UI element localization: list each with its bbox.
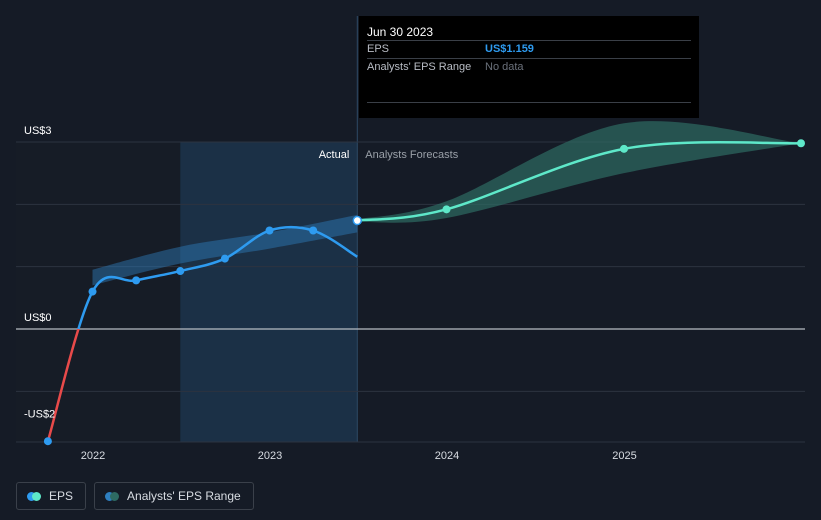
tooltip: Jun 30 2023 EPS US$1.159 Analysts' EPS R… [359,16,699,118]
legend-range-dot-actual [105,491,115,501]
y-tick-label: -US$2 [24,409,55,421]
legend-range-dot-forecast [110,491,120,501]
x-tick-label: 2022 [81,450,105,462]
tooltip-eps-value: US$1.159 [485,43,534,55]
eps-forecast-point [442,205,451,214]
actual-label: Actual [319,149,350,161]
legend-eps-swatch [27,491,41,501]
eps-forecast-point [797,139,805,148]
legend-eps-dot-actual [27,491,36,501]
actual-period-highlight [180,142,358,442]
tooltip-range-label: Analysts' EPS Range [367,61,472,73]
past-background [16,142,181,442]
legend-range-swatch [105,491,120,501]
eps-point [132,276,141,285]
x-tick-label: 2024 [435,450,459,462]
legend-range-label: Analysts' EPS Range [127,489,241,503]
tooltip-date: Jun 30 2023 [367,25,434,39]
current-eps-point [352,215,363,226]
x-tick-label: 2025 [612,450,636,462]
legend-eps[interactable]: EPS [16,482,87,510]
legend: EPS Analysts' EPS Range [16,482,254,510]
y-tick-label: US$3 [24,125,52,137]
legend-eps-dot-forecast [32,491,41,501]
eps-point [43,437,52,446]
eps-point [265,226,274,235]
legend-range[interactable]: Analysts' EPS Range [94,482,254,510]
eps-forecast-point [620,144,628,153]
analyst-range-forecast-band [357,121,801,223]
eps-forecast-line [357,141,802,222]
eps-point [220,254,229,263]
eps-point [176,267,185,276]
y-tick-label: US$0 [24,312,52,324]
tooltip-range-row: Analysts' EPS Range No data [367,58,691,76]
forecast-label: Analysts Forecasts [365,149,458,161]
tooltip-divider [367,102,691,103]
tooltip-range-value: No data [485,61,524,73]
analyst-range-actual-band [92,214,358,286]
eps-point [309,226,318,235]
legend-eps-label: EPS [49,489,74,503]
x-tick-label: 2023 [258,450,282,462]
eps-point [88,287,97,296]
eps-line [77,225,358,329]
tooltip-eps-row: EPS US$1.159 [367,40,691,58]
tooltip-eps-label: EPS [367,43,390,55]
